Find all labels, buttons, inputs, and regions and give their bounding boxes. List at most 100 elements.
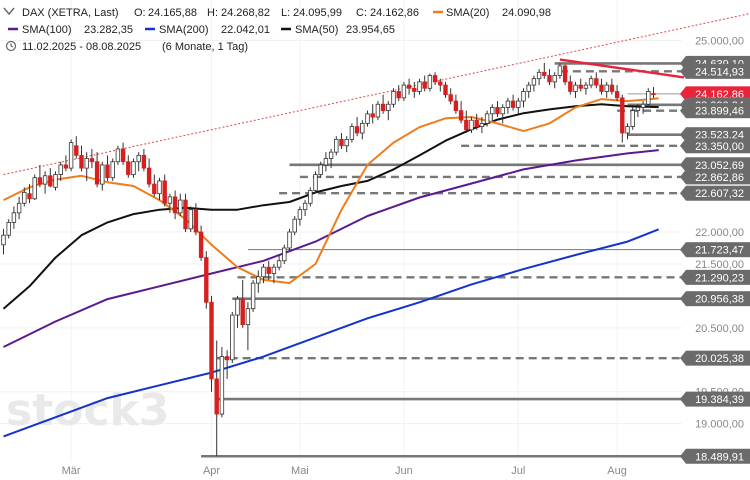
candle-body[interactable] (27, 193, 32, 200)
price-tags[interactable]: 24.639,1024.514,9324.162,8623.990,3423.8… (680, 55, 750, 464)
candle-body[interactable] (297, 209, 303, 220)
candle-body[interactable] (146, 167, 152, 185)
candle-body[interactable] (94, 161, 100, 185)
candle-body[interactable] (386, 103, 391, 112)
candle-body[interactable] (380, 103, 386, 112)
candle-body[interactable] (209, 301, 214, 380)
candle-body[interactable] (510, 100, 516, 108)
candle-body[interactable] (224, 356, 230, 361)
candle-body[interactable] (105, 164, 110, 179)
candle-body[interactable] (250, 282, 256, 310)
candle-body[interactable] (183, 199, 188, 230)
candle-body[interactable] (11, 212, 17, 223)
candle-body[interactable] (432, 75, 438, 83)
candle-body[interactable] (542, 71, 547, 76)
candle-body[interactable] (1, 234, 6, 246)
candle-body[interactable] (141, 154, 147, 169)
candle-body[interactable] (552, 75, 557, 83)
candle-body[interactable] (453, 100, 459, 112)
candle-body[interactable] (479, 123, 485, 128)
candle-body[interactable] (6, 222, 11, 236)
candle-body[interactable] (162, 180, 167, 204)
candle-body[interactable] (588, 78, 594, 86)
candle-body[interactable] (396, 91, 401, 99)
candle-body[interactable] (79, 154, 84, 169)
price-tag[interactable] (686, 138, 750, 154)
price-tag[interactable] (686, 103, 750, 119)
candle-body[interactable] (68, 142, 74, 169)
price-tag[interactable] (686, 242, 750, 258)
candle-body[interactable] (308, 190, 313, 204)
candle-body[interactable] (152, 183, 157, 195)
candle-body[interactable] (490, 107, 495, 115)
candle-body[interactable] (609, 84, 615, 92)
candle-body[interactable] (448, 94, 453, 102)
candle-body[interactable] (521, 91, 526, 102)
candle-body[interactable] (302, 202, 308, 211)
price-tag[interactable] (686, 63, 750, 79)
price-tag[interactable] (686, 269, 750, 285)
candle-body[interactable] (136, 154, 141, 163)
candle-body[interactable] (438, 81, 443, 86)
candle-body[interactable] (422, 81, 427, 89)
candle-body[interactable] (42, 175, 48, 185)
candle-body[interactable] (74, 145, 79, 156)
candle-body[interactable] (573, 84, 578, 92)
candle-body[interactable] (484, 113, 490, 124)
candle-body[interactable] (365, 113, 370, 124)
candle-body[interactable] (614, 91, 620, 99)
candle-body[interactable] (214, 378, 219, 415)
candle-body[interactable] (599, 84, 604, 92)
candle-body[interactable] (469, 119, 474, 131)
candle-body[interactable] (198, 231, 204, 258)
candle-body[interactable] (157, 180, 162, 195)
candle-body[interactable] (349, 126, 355, 140)
candle-body[interactable] (204, 257, 209, 303)
candle-body[interactable] (48, 175, 53, 187)
candle-body[interactable] (412, 87, 417, 92)
candle-body[interactable] (178, 199, 183, 214)
candle-body[interactable] (583, 84, 589, 89)
candle-body[interactable] (458, 110, 464, 121)
candle-body[interactable] (516, 100, 521, 108)
candle-body[interactable] (276, 260, 282, 268)
chevron-down-icon[interactable] (3, 7, 15, 16)
candle-body[interactable] (240, 298, 245, 326)
candle-body[interactable] (334, 138, 339, 153)
candle-body[interactable] (594, 78, 599, 86)
candle-body[interactable] (84, 158, 89, 169)
candle-body[interactable] (126, 161, 131, 175)
price-tag[interactable] (686, 291, 750, 307)
candle-body[interactable] (292, 218, 297, 233)
candle-body[interactable] (417, 81, 422, 92)
candle-body[interactable] (578, 84, 583, 89)
candle-body[interactable] (219, 356, 225, 415)
candle-body[interactable] (495, 107, 500, 115)
candle-body[interactable] (318, 164, 323, 175)
candle-body[interactable] (375, 103, 381, 118)
candles[interactable] (1, 62, 656, 457)
candle-body[interactable] (313, 174, 318, 191)
price-tag[interactable] (686, 350, 750, 366)
candle-body[interactable] (646, 91, 651, 105)
candle-body[interactable] (188, 209, 193, 230)
candle-body[interactable] (58, 164, 63, 175)
candle-body[interactable] (427, 75, 433, 89)
candle-body[interactable] (651, 93, 656, 96)
candle-body[interactable] (63, 164, 69, 169)
candle-body[interactable] (531, 78, 537, 86)
price-tag[interactable] (686, 185, 750, 201)
candle-body[interactable] (282, 247, 287, 262)
candle-body[interactable] (32, 177, 37, 200)
candle-body[interactable] (354, 126, 360, 134)
candle-body[interactable] (323, 158, 329, 166)
candle-body[interactable] (604, 84, 609, 92)
candle-body[interactable] (536, 71, 542, 80)
candle-body[interactable] (630, 110, 635, 128)
candle-body[interactable] (271, 266, 277, 274)
candle-body[interactable] (100, 164, 105, 185)
price-tag[interactable] (686, 448, 750, 464)
candle-body[interactable] (568, 81, 573, 92)
candle-body[interactable] (53, 174, 58, 188)
